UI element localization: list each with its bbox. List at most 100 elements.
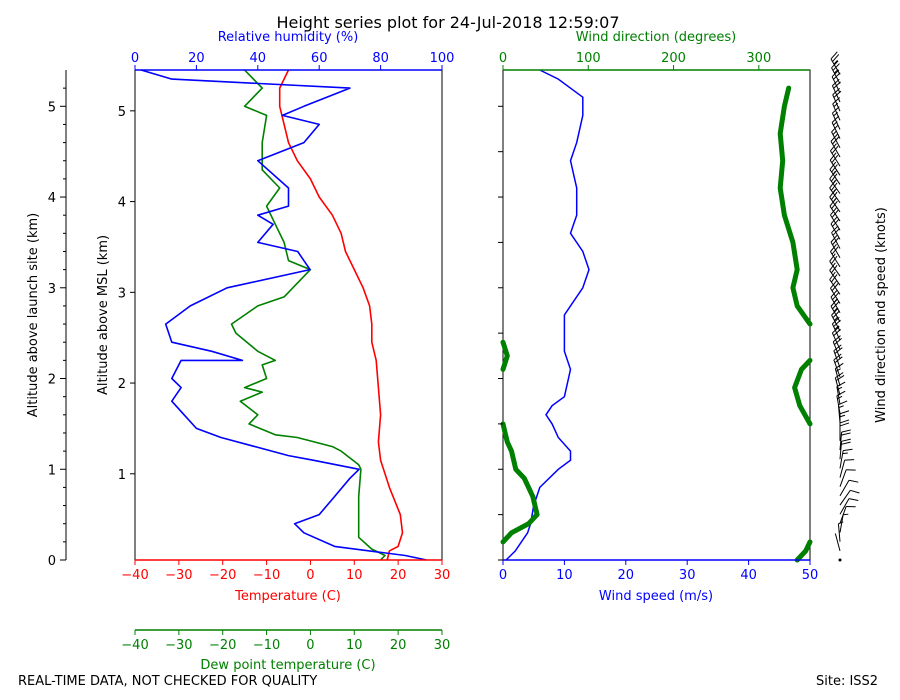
wind-barb — [833, 344, 843, 368]
wind-barb — [829, 271, 841, 295]
right-panel: 0 100 200 300 Wind direction (degrees) 0 10 2… — [498, 30, 818, 604]
barb-half-flag — [842, 452, 848, 455]
msl-tick-label: 2 — [118, 377, 126, 392]
wind-barb — [833, 353, 843, 377]
dew-point-line — [230, 69, 386, 561]
wind-barb — [839, 429, 851, 451]
barb-full-flag — [843, 448, 853, 452]
barb-full-flag — [841, 429, 851, 433]
wind-barb — [839, 459, 855, 478]
barb-full-flag — [830, 191, 838, 200]
barb-full-flag — [831, 60, 839, 69]
direction-ticks: 0 100 200 300 — [499, 51, 771, 70]
wind-barb — [829, 152, 841, 176]
barb-full-flag — [829, 271, 836, 280]
msl-tick-label: 3 — [118, 286, 126, 301]
wind-direction-segment — [500, 339, 510, 372]
dewpoint-tick-label: −10 — [253, 638, 280, 653]
launch-tick-label: 5 — [48, 100, 56, 115]
wind-barb — [834, 533, 841, 551]
barb-full-flag — [830, 51, 838, 60]
wind-direction-segment — [777, 85, 813, 327]
barb-half-flag — [834, 325, 840, 330]
barb-full-flag — [834, 338, 842, 345]
humidity-tick-label: 40 — [250, 51, 267, 66]
left-series-group — [140, 69, 427, 561]
barb-full-flag — [830, 143, 837, 152]
temperature-tick-label: −20 — [209, 568, 236, 583]
barb-full-flag — [830, 243, 837, 252]
wind-direction-segment — [794, 539, 813, 563]
calm-marker — [838, 558, 842, 562]
direction-tick-label: 200 — [661, 51, 686, 66]
barb-staff — [834, 533, 841, 551]
wind-speed-line — [505, 69, 590, 561]
dewpoint-tick-label: −40 — [121, 638, 148, 653]
wind-direction-segment — [792, 357, 813, 427]
barb-full-flag — [830, 255, 838, 265]
wind-barb — [830, 51, 841, 75]
direction-tick-label: 300 — [746, 51, 771, 66]
barb-full-flag — [831, 225, 839, 234]
dewpoint-tick-label: −20 — [209, 638, 236, 653]
left-panel: 0 20 40 60 80 100 Relative humidity (%) −40 −3… — [26, 30, 454, 673]
msl-tick-label: 1 — [118, 468, 126, 483]
chart-title: Height series plot for 24-Jul-2018 12:59… — [276, 13, 619, 32]
barb-half-flag — [839, 414, 846, 418]
right-panel-y-ticks — [498, 105, 503, 561]
humidity-axis-label: Relative humidity (%) — [218, 30, 359, 45]
wind-barb — [839, 410, 850, 432]
barb-staff — [829, 205, 841, 222]
wind-barb — [830, 243, 841, 268]
barb-staff — [829, 169, 841, 185]
temperature-tick-label: −40 — [121, 568, 148, 583]
temperature-line — [278, 69, 404, 561]
barb-staff — [831, 232, 841, 249]
temperature-axis-label: Temperature (C) — [234, 589, 341, 604]
barb-half-flag — [832, 197, 837, 203]
launch-tick-label: 2 — [48, 373, 56, 388]
right-plot-frame — [502, 69, 811, 561]
speed-tick-label: 20 — [618, 568, 635, 583]
dewpoint-tick-label: −30 — [165, 638, 192, 653]
speed-tick-label: 40 — [740, 568, 757, 583]
barb-full-flag — [839, 419, 850, 424]
direction-tick-label: 100 — [576, 51, 601, 66]
wind-barb — [839, 489, 860, 506]
speed-tick-label: 10 — [556, 568, 573, 583]
barb-full-flag — [830, 173, 838, 182]
speed-axis-label: Wind speed (m/s) — [599, 589, 713, 604]
barb-staff — [831, 314, 841, 332]
temperature-tick-label: 20 — [390, 568, 407, 583]
barbs-axis-label: Wind direction and speed (knots) — [874, 207, 889, 423]
temperature-tick-label: 10 — [346, 568, 363, 583]
barb-full-flag — [841, 441, 851, 445]
msl-altitude-label: Altitude above MSL (km) — [96, 235, 111, 395]
dewpoint-ticks: −40 −30 −20 −10 0 10 20 30 — [121, 630, 450, 653]
wind-barb — [839, 448, 853, 469]
barb-full-flag — [834, 347, 843, 354]
barb-full-flag — [830, 182, 838, 191]
barb-staff — [839, 480, 850, 497]
barb-half-flag — [843, 513, 849, 516]
barb-half-flag — [832, 170, 837, 175]
speed-tick-label: 30 — [679, 568, 696, 583]
humidity-tick-label: 0 — [131, 51, 139, 66]
barb-full-flag — [833, 344, 842, 352]
barb-half-flag — [838, 521, 844, 525]
barb-full-flag — [839, 422, 850, 427]
barb-full-flag — [844, 459, 855, 461]
site-label: Site: ISS2 — [816, 674, 879, 689]
barb-staff — [836, 386, 841, 405]
wind-barb — [839, 438, 851, 460]
barb-staff — [839, 514, 844, 533]
barb-staff — [829, 159, 841, 176]
launch-tick-label: 4 — [48, 191, 56, 206]
barb-full-flag — [829, 253, 836, 262]
wind-barbs — [829, 51, 860, 562]
relative-humidity-line — [140, 69, 427, 561]
speed-tick-label: 0 — [499, 568, 507, 583]
dewpoint-axis-label: Dew point temperature (C) — [200, 658, 375, 673]
barb-full-flag — [832, 54, 840, 62]
temperature-tick-label: 0 — [306, 568, 314, 583]
